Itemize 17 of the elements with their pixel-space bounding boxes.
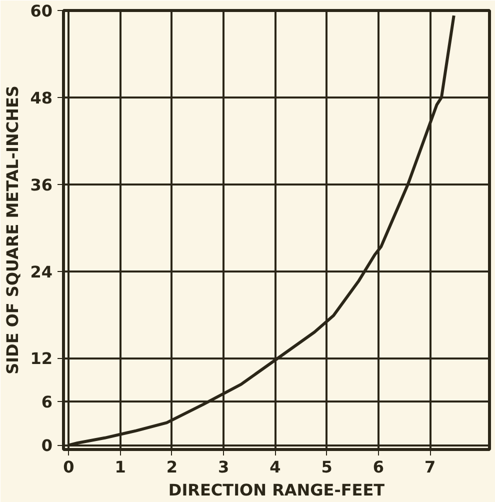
y-axis-title: SIDE OF SQUARE METAL-INCHES: [3, 86, 22, 374]
x-tick-label: 3: [218, 458, 230, 476]
y-tick-label: 36: [30, 175, 52, 194]
y-tick-label: 24: [30, 262, 52, 282]
y-tick-label: 48: [30, 88, 52, 108]
x-tick-label: 4: [270, 458, 281, 476]
x-tick-label: 7: [424, 458, 436, 476]
x-tick-label: 6: [372, 458, 384, 476]
y-tick-label: 0: [41, 436, 53, 456]
x-axis-title: DIRECTION RANGE-FEET: [168, 480, 385, 500]
x-tick-label: 0: [63, 458, 74, 476]
y-tick-label: 6: [41, 392, 53, 412]
x-tick-label: 2: [166, 458, 178, 476]
y-tick-label: 12: [30, 349, 52, 368]
x-tick-label: 5: [321, 458, 332, 476]
x-tick-label: 1: [114, 458, 126, 476]
y-tick-label: 60: [30, 2, 52, 20]
